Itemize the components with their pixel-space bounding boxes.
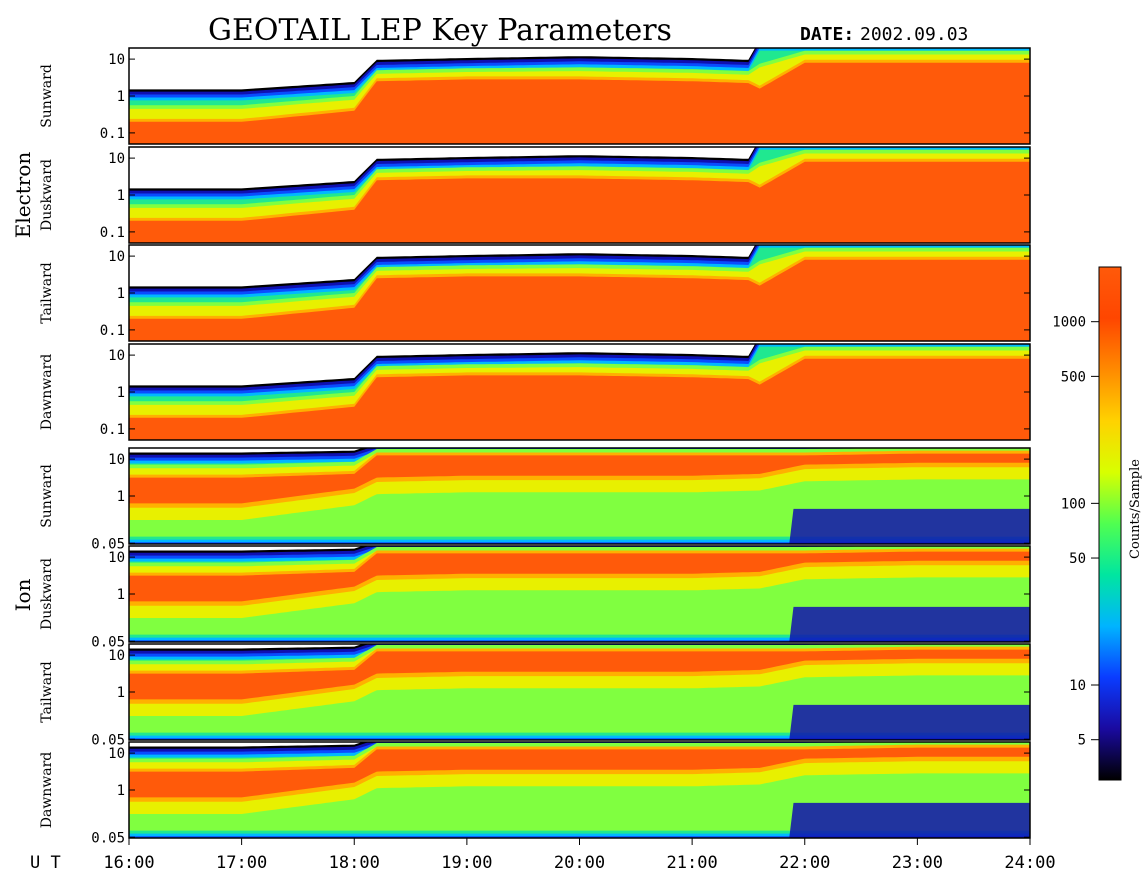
y-tick-label: 1: [117, 783, 125, 799]
time-tick-label: 18:00: [329, 853, 380, 873]
time-tick-label: 17:00: [216, 853, 267, 873]
time-axis-prefix: U T: [30, 853, 61, 873]
panel-ion-tailward: 10 1 0.05 Tailward: [39, 643, 1031, 748]
chart-title: GEOTAIL LEP Key Parameters: [208, 13, 672, 48]
y-tick-label: 10: [108, 348, 125, 364]
spectrogram-band-7: [129, 744, 1030, 802]
ion-low-energy-band: [789, 606, 1030, 642]
group-label-electron: Electron: [11, 152, 35, 239]
spectrogram-band-8: [129, 747, 1030, 798]
y-tick-label: 10: [108, 52, 125, 68]
time-tick-label: 16:00: [103, 853, 154, 873]
panel-electron-sunward: 10 1 0.1 Sunward: [39, 47, 1031, 145]
spectrogram-band-8: [129, 551, 1030, 602]
spectrogram-band-8: [129, 453, 1030, 504]
date-value: 2002.09.03: [860, 24, 968, 45]
spectrogram-band-8: [129, 161, 1030, 243]
panel-electron-duskward: 10 1 0.1 Duskward: [39, 146, 1031, 244]
y-tick-label: 0.05: [91, 634, 125, 650]
y-tick-label: 1: [117, 89, 125, 105]
y-tick-label: 10: [108, 151, 125, 167]
time-tick-label: 20:00: [554, 853, 605, 873]
y-tick-label: 0.1: [100, 126, 125, 142]
ion-low-energy-band: [789, 802, 1030, 838]
panel-label: Sunward: [39, 464, 55, 528]
time-tick-label: 24:00: [1004, 853, 1055, 873]
colorbar-tick-label: 100: [1061, 496, 1086, 512]
colorbar-tick-label: 500: [1061, 369, 1086, 385]
y-tick-label: 10: [108, 746, 125, 762]
spectrogram-band-8: [129, 649, 1030, 700]
y-tick-label: 1: [117, 489, 125, 505]
spectrogram-panels: 10 1 0.1 Sunward 10 1 0.1 Duskward 10 1 0.1 Tailwar…: [39, 47, 1031, 846]
panel-electron-tailward: 10 1 0.1 Tailward: [39, 244, 1031, 342]
panel-electron-dawnward: 10 1 0.1 Dawnward: [39, 343, 1031, 441]
ion-low-energy-band: [789, 508, 1030, 544]
y-tick-label: 1: [117, 286, 125, 302]
y-tick-label: 10: [108, 648, 125, 664]
panel-label: Tailward: [39, 262, 55, 324]
y-tick-label: 10: [108, 249, 125, 265]
y-tick-label: 1: [117, 385, 125, 401]
y-tick-label: 0.05: [91, 830, 125, 846]
colorbar-tick-label: 50: [1069, 551, 1086, 567]
y-tick-label: 1: [117, 685, 125, 701]
spectrogram-band-8: [129, 259, 1030, 341]
spectrogram-band-8: [129, 62, 1030, 144]
colorbar-label: Counts/Sample: [1128, 459, 1142, 559]
colorbar-tick-label: 5: [1078, 733, 1086, 749]
time-tick-label: 23:00: [892, 853, 943, 873]
time-tick-label: 19:00: [441, 853, 492, 873]
spectrogram-band-7: [129, 450, 1030, 508]
y-tick-label: 0.05: [91, 536, 125, 552]
y-tick-label: 0.1: [100, 225, 125, 241]
y-tick-label: 1: [117, 587, 125, 603]
panel-ion-dawnward: 10 1 0.05 Dawnward: [39, 741, 1031, 846]
y-tick-label: 10: [108, 452, 125, 468]
panel-label: Duskward: [39, 558, 55, 630]
y-tick-label: 0.05: [91, 732, 125, 748]
panel-label: Dawnward: [39, 752, 55, 829]
colorbar: Counts/Sample 1000 500 100 50 10 5: [1052, 266, 1142, 781]
y-tick-label: 0.1: [100, 422, 125, 438]
colorbar-rect: [1098, 266, 1122, 781]
spectrogram-band-8: [129, 358, 1030, 440]
panel-label: Tailward: [39, 661, 55, 723]
time-tick-label: 21:00: [667, 853, 718, 873]
group-label-ion: Ion: [11, 578, 35, 611]
y-tick-label: 1: [117, 188, 125, 204]
time-tick-label: 22:00: [779, 853, 830, 873]
colorbar-tick-label: 10: [1069, 678, 1086, 694]
panel-ion-sunward: 10 1 0.05 Sunward: [39, 447, 1031, 552]
y-tick-label: 10: [108, 550, 125, 566]
ion-low-energy-band: [789, 704, 1030, 740]
panel-label: Duskward: [39, 159, 55, 231]
time-axis: U T 16:00 17:00 18:00 19:00 20:00 21:00 22:00 2…: [30, 838, 1056, 873]
panel-label: Sunward: [39, 64, 55, 128]
colorbar-tick-label: 1000: [1052, 315, 1086, 331]
spectrogram-band-7: [129, 646, 1030, 704]
panel-ion-duskward: 10 1 0.05 Duskward: [39, 545, 1031, 650]
spectrogram-band-7: [129, 548, 1030, 606]
y-tick-label: 0.1: [100, 323, 125, 339]
panel-label: Dawnward: [39, 354, 55, 431]
date-label: DATE:: [800, 24, 854, 45]
